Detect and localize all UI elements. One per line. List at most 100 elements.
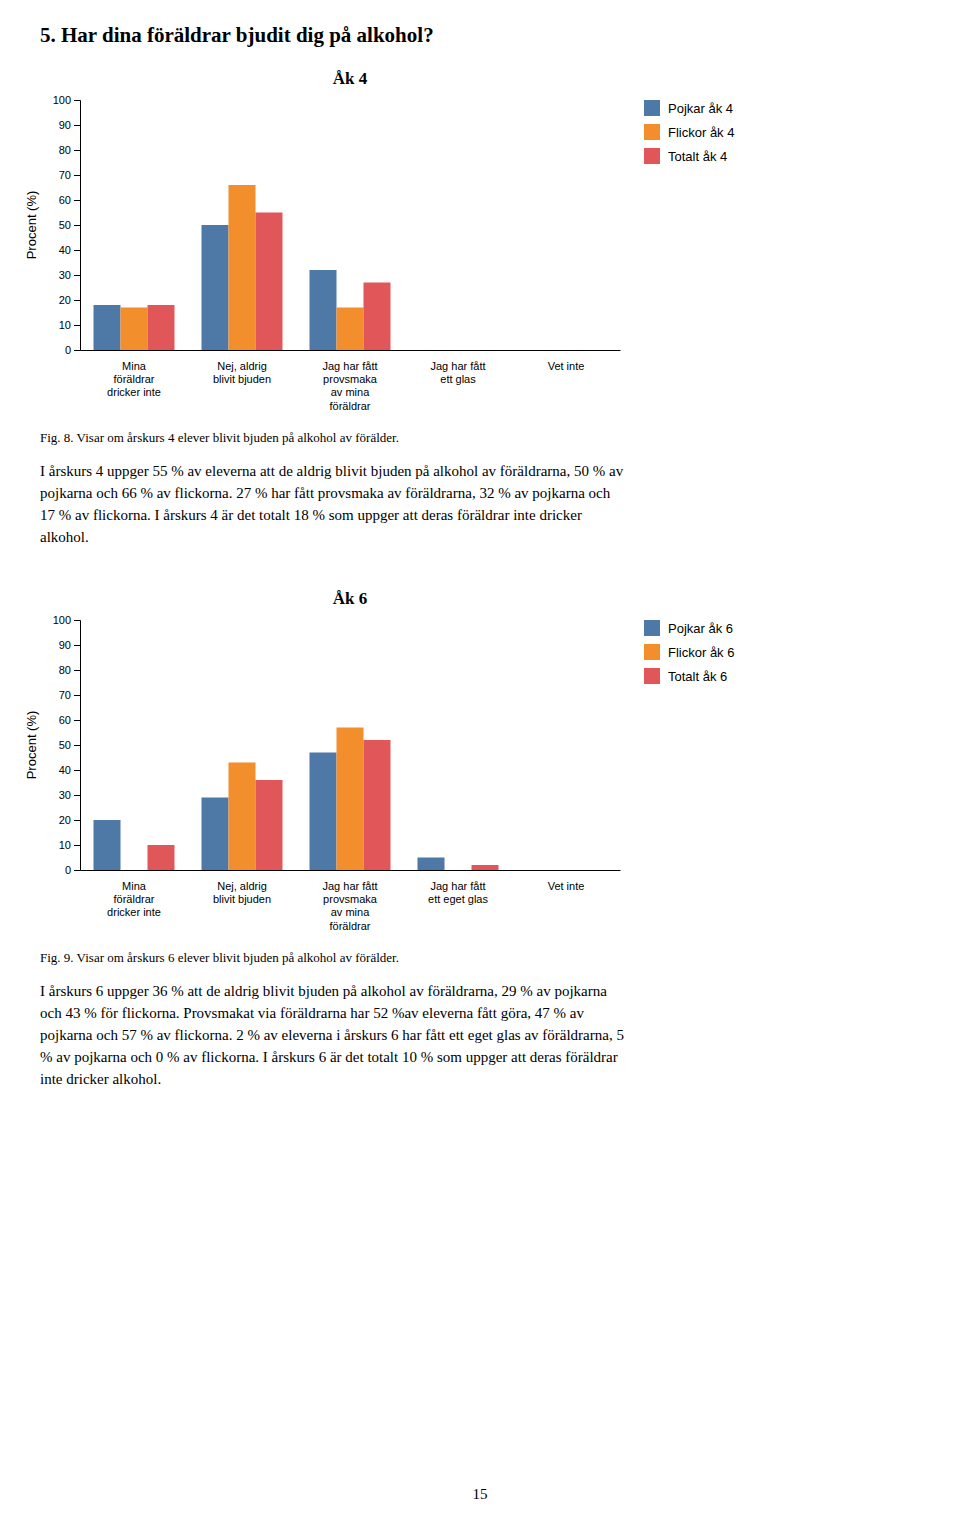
page-title: 5. Har dina föräldrar bjudit dig på alko… [40, 23, 434, 47]
bar [94, 305, 121, 350]
tick-label-line: Mina [122, 880, 147, 892]
tick-label: 70 [59, 689, 71, 701]
legend-label: Totalt åk 6 [668, 669, 727, 684]
bar [256, 213, 283, 351]
bar [121, 870, 148, 871]
bar [445, 870, 472, 871]
bar [364, 283, 391, 351]
page-number: 15 [473, 1486, 488, 1502]
tick: Vet inte [548, 360, 585, 372]
tick-label: 0 [65, 864, 71, 876]
tick: 40 [59, 764, 80, 776]
tick-mark [74, 845, 80, 846]
tick-label: 100 [53, 94, 71, 106]
legend: Pojkar åk 4Flickor åk 4Totalt åk 4 [644, 100, 734, 164]
tick-label-line: av mina [331, 906, 370, 918]
paragraph-line: pojkarna och 57 % av flickorna. 2 % av e… [40, 1027, 624, 1043]
tick-mark [74, 795, 80, 796]
tick: 40 [59, 244, 80, 256]
tick-mark [74, 645, 80, 646]
tick-label-line: föräldrar [330, 920, 371, 932]
tick-label-line: Jag har fått [322, 360, 377, 372]
axis-line [74, 621, 81, 871]
tick-label: 80 [59, 144, 71, 156]
tick-mark [74, 300, 80, 301]
tick-label-line: Jag har fått [430, 360, 485, 372]
chart: Åk 60102030405060708090100Minaföräldrard… [24, 589, 734, 965]
tick: Vet inte [548, 880, 585, 892]
tick: Jag har fåttprovsmakaav minaföräldrar [322, 880, 377, 932]
bar [94, 820, 121, 870]
tick-label-line: Nej, aldrig [217, 360, 267, 372]
bar [472, 865, 499, 870]
tick: 20 [59, 294, 80, 306]
tick-mark [74, 870, 80, 871]
tick-label-line: dricker inte [107, 906, 161, 918]
tick: 10 [59, 839, 80, 851]
tick-label-line: Vet inte [548, 360, 585, 372]
tick-label-line: dricker inte [107, 386, 161, 398]
bar [526, 350, 553, 351]
bar [148, 305, 175, 350]
tick: Nej, aldrigblivit bjuden [213, 360, 271, 385]
bar [229, 185, 256, 350]
legend-label: Pojkar åk 6 [668, 621, 733, 636]
paragraph-line: 17 % av flickorna. I årskurs 4 är det to… [40, 507, 582, 523]
tick: Minaföräldrardricker inte [107, 880, 161, 918]
tick: 70 [59, 169, 80, 181]
tick-label-line: blivit bjuden [213, 893, 271, 905]
legend-swatch [644, 148, 660, 164]
axis-title: Procent (%) [24, 191, 39, 260]
tick-label: Jag har fåttprovsmakaav minaföräldrar [322, 880, 377, 932]
tick-mark [74, 325, 80, 326]
tick-label: Nej, aldrigblivit bjuden [213, 360, 271, 385]
tick-mark [74, 745, 80, 746]
axis-title: Procent (%) [24, 711, 39, 780]
bar [472, 350, 499, 351]
legend-item: Pojkar åk 4 [644, 100, 733, 116]
tick-label: Minaföräldrardricker inte [107, 880, 161, 918]
bar-series [94, 753, 445, 871]
bar [580, 350, 607, 351]
chart: Åk 40102030405060708090100Minaföräldrard… [24, 69, 734, 445]
tick-label: 30 [59, 789, 71, 801]
paragraph-line: pojkarna och 66 % av flickorna. 27 % har… [40, 485, 611, 501]
tick-label-line: av mina [331, 386, 370, 398]
bar-series [229, 728, 364, 871]
tick-label-line: ett glas [440, 373, 476, 385]
tick: 90 [59, 639, 80, 651]
tick: 60 [59, 714, 80, 726]
tick-label: 60 [59, 714, 71, 726]
tick: Nej, aldrigblivit bjuden [213, 880, 271, 905]
legend-swatch [644, 620, 660, 636]
tick-mark [74, 350, 80, 351]
tick: 60 [59, 194, 80, 206]
plot-area: 0102030405060708090100Minaföräldrardrick… [24, 94, 621, 411]
tick: Jag har fåttprovsmakaav minaföräldrar [322, 360, 377, 412]
legend-label: Totalt åk 4 [668, 149, 727, 164]
bar [337, 728, 364, 871]
tick: Jag har fåttett glas [430, 360, 485, 385]
paragraph-line: inte dricker alkohol. [40, 1071, 161, 1087]
tick-label: Minaföräldrardricker inte [107, 360, 161, 398]
tick-label-line: Nej, aldrig [217, 880, 267, 892]
tick-label-line: provsmaka [323, 373, 378, 385]
tick-label: Jag har fåttett glas [430, 360, 485, 385]
tick-mark [74, 100, 80, 101]
x-axis: Minaföräldrardricker inteNej, aldrigbliv… [81, 871, 621, 932]
tick-label-line: ett eget glas [428, 893, 488, 905]
tick-mark [74, 695, 80, 696]
bars [94, 728, 499, 871]
caption: Fig. 8. Visar om årskurs 4 elever blivit… [40, 430, 399, 445]
bar [229, 763, 256, 871]
tick-label: Jag har fåttprovsmakaav minaföräldrar [322, 360, 377, 412]
tick-mark [74, 720, 80, 721]
tick-mark [74, 125, 80, 126]
tick-label-line: Jag har fått [430, 880, 485, 892]
tick: 50 [59, 219, 80, 231]
tick-label: 40 [59, 764, 71, 776]
tick-label: 50 [59, 219, 71, 231]
bar [337, 308, 364, 351]
tick: 80 [59, 664, 80, 676]
tick-label: 90 [59, 639, 71, 651]
